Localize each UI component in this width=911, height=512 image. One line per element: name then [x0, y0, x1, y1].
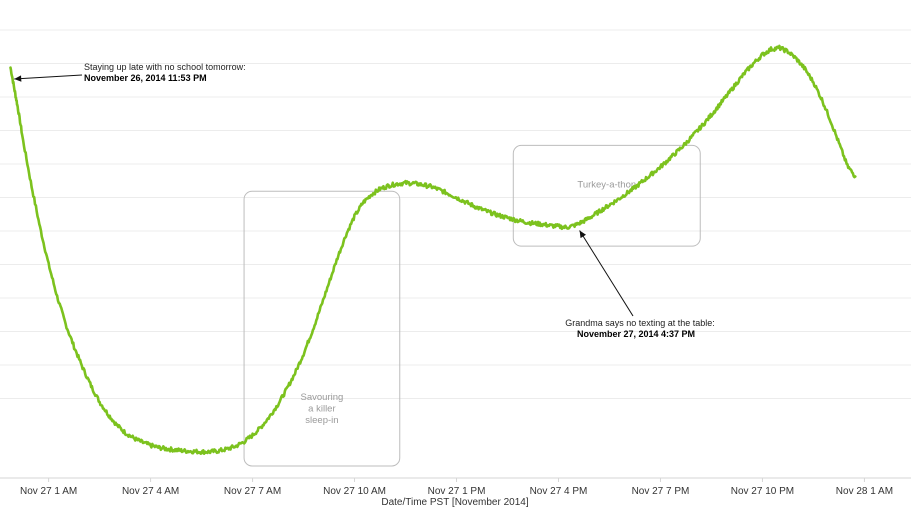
annotation-2-date: November 27, 2014 4:37 PM	[577, 329, 695, 339]
region-label: Turkey-a-thon	[577, 179, 636, 190]
x-tick-label: Nov 27 7 PM	[632, 486, 690, 497]
region-box	[512, 144, 701, 247]
x-tick-label: Nov 27 10 PM	[731, 486, 794, 497]
region-label: a killer	[308, 404, 335, 415]
x-tick-labels: Nov 27 1 AM Nov 27 4 AM Nov 27 7 AM Nov 27 …	[20, 478, 893, 497]
grid-lines	[0, 29, 911, 399]
annotation-2-arrow	[579, 230, 634, 317]
annotation-2-text: Grandma says no texting at the table:	[565, 318, 715, 328]
x-tick-label: Nov 27 1 AM	[20, 486, 77, 497]
x-tick-label: Nov 27 1 PM	[428, 486, 486, 497]
x-tick-label: Nov 27 10 AM	[323, 486, 386, 497]
x-axis-title: Date/Time PST [November 2014]	[381, 497, 529, 508]
x-tick-label: Nov 27 4 PM	[530, 486, 588, 497]
region-label: sleep-in	[305, 415, 338, 426]
annotations: Staying up late with no school tomorrow:…	[14, 62, 715, 339]
region-box	[243, 190, 401, 467]
region-label: Savouring	[301, 392, 344, 403]
annotation-1-text: Staying up late with no school tomorrow:	[84, 62, 246, 72]
series-line	[9, 44, 857, 455]
x-tick-label: Nov 28 1 AM	[836, 486, 893, 497]
x-tick-label: Nov 27 4 AM	[122, 486, 179, 497]
x-tick-label: Nov 27 7 AM	[224, 486, 281, 497]
annotation-1-arrow	[14, 74, 83, 82]
annotation-1-date: November 26, 2014 11:53 PM	[84, 73, 207, 83]
